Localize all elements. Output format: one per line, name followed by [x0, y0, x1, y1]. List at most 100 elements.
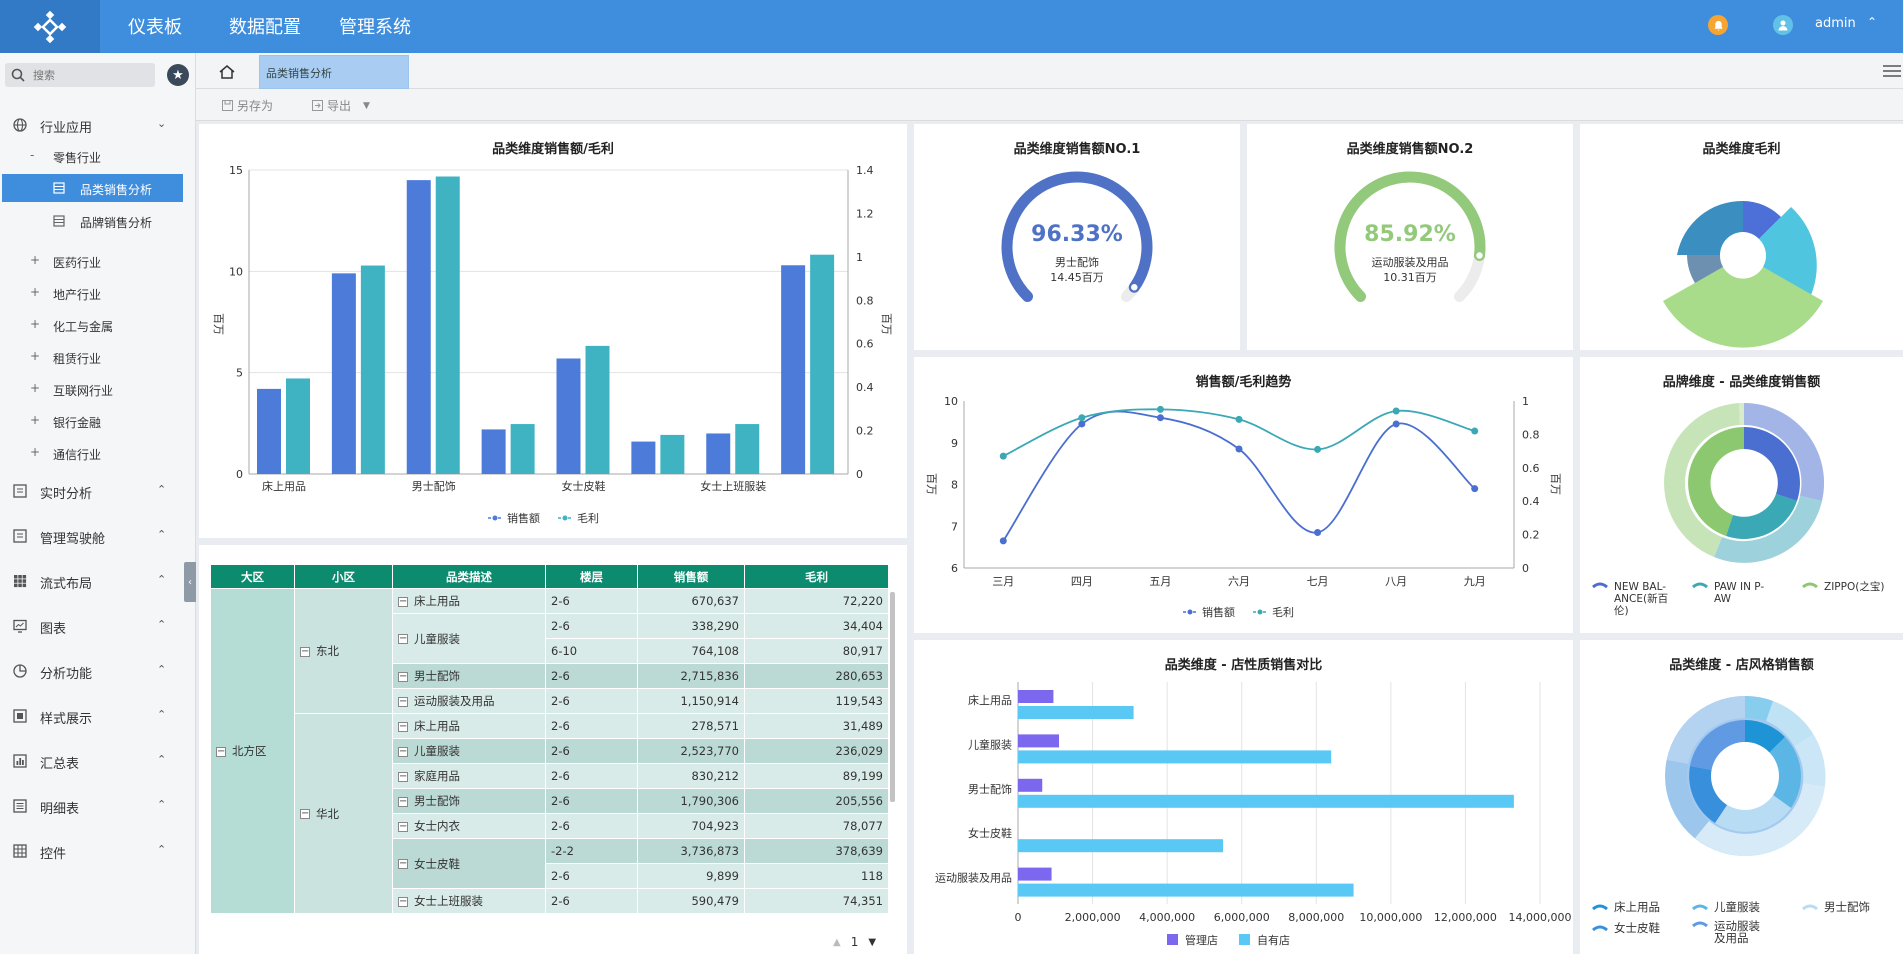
point-sales[interactable]	[1314, 529, 1322, 537]
point-sales[interactable]	[1235, 445, 1243, 453]
legend-item[interactable]: PAW IN P-AW	[1692, 581, 1787, 605]
table-row[interactable]: 6-10 764,108 80,917	[211, 638, 889, 664]
table-row[interactable]: 2-6 9,899 118	[211, 863, 889, 889]
bar-profit[interactable]	[660, 434, 685, 474]
column-header[interactable]: 大区	[210, 564, 295, 589]
category-cell[interactable]: − 床上用品	[392, 713, 546, 739]
sidebar-sub-leasing[interactable]: + 租赁行业	[0, 343, 196, 371]
legend-item[interactable]: 女士皮鞋	[1592, 920, 1660, 936]
column-header[interactable]: 销售额	[637, 564, 745, 589]
point-profit[interactable]	[1471, 427, 1479, 435]
bar-managed-store[interactable]	[1018, 734, 1060, 748]
category-cell[interactable]: − 男士配饰	[392, 788, 546, 814]
column-header[interactable]: 品类描述	[392, 564, 546, 589]
point-profit[interactable]	[1235, 415, 1243, 423]
table-scrollbar[interactable]	[890, 592, 895, 802]
bar-sales[interactable]	[331, 273, 356, 474]
sidebar-sub-medical[interactable]: + 医药行业	[0, 247, 196, 275]
bar-sales[interactable]	[257, 388, 281, 474]
bar-own-store[interactable]	[1018, 706, 1134, 719]
bar-sales[interactable]	[706, 433, 731, 474]
bar-profit[interactable]	[286, 378, 310, 474]
bar-profit[interactable]	[435, 176, 460, 474]
bar-own-store[interactable]	[1018, 750, 1332, 764]
sidebar-item-realtime[interactable]: 实时分析 ⌃	[0, 477, 196, 505]
table-row[interactable]: − 华北 − 床上用品 2-6 278,571 31,489	[211, 713, 889, 914]
region-cell[interactable]: − 北方区	[210, 588, 295, 914]
area-cell[interactable]: − 东北	[294, 588, 393, 714]
sidebar-sub-realestate[interactable]: + 地产行业	[0, 279, 196, 307]
category-cell[interactable]: − 女士上班服装	[392, 888, 546, 914]
sidebar-collapse-handle[interactable]: ‹	[184, 562, 196, 602]
collapse-icon[interactable]: −	[398, 695, 408, 707]
point-sales[interactable]	[1156, 414, 1164, 422]
legend-item[interactable]: 床上用品	[1592, 899, 1660, 915]
collapse-icon[interactable]: −	[398, 745, 408, 757]
bar-sales[interactable]	[556, 358, 581, 474]
column-header[interactable]: 毛利	[744, 564, 889, 589]
sidebar-item-cockpit[interactable]: 管理驾驶舱 ⌃	[0, 522, 196, 550]
table-row[interactable]: − 儿童服装 2-6 338,290 34,404	[211, 613, 889, 664]
point-sales[interactable]	[1078, 420, 1086, 428]
category-cell[interactable]: − 运动服装及用品	[392, 688, 546, 714]
sidebar-sub-internet[interactable]: + 互联网行业	[0, 375, 196, 403]
sidebar-item-industry[interactable]: 行业应用 ⌄	[0, 111, 196, 139]
bar-managed-store[interactable]	[1018, 778, 1043, 792]
home-tab[interactable]	[196, 55, 258, 89]
table-row[interactable]: − 女士上班服装 2-6 590,479 74,351	[211, 888, 889, 914]
category-cell[interactable]: − 床上用品	[392, 588, 546, 614]
category-cell[interactable]: − 男士配饰	[392, 663, 546, 689]
collapse-icon[interactable]: −	[398, 670, 408, 682]
bar-own-store[interactable]	[1018, 794, 1514, 808]
nav-data-config[interactable]: 数据配置	[229, 17, 301, 38]
sidebar-item-charts[interactable]: 图表 ⌃	[0, 612, 196, 640]
category-cell[interactable]: − 家庭用品	[392, 763, 546, 789]
point-profit[interactable]	[1392, 407, 1400, 415]
collapse-icon[interactable]: −	[398, 795, 408, 807]
point-sales[interactable]	[1471, 485, 1479, 493]
sidebar-item-styles[interactable]: 样式展示 ⌃	[0, 702, 196, 730]
sidebar-sub-chemical[interactable]: + 化工与金属	[0, 311, 196, 339]
bar-profit[interactable]	[735, 424, 760, 474]
collapse-icon[interactable]: −	[216, 745, 226, 757]
user-name[interactable]: admin	[1815, 16, 1856, 31]
collapse-icon[interactable]: −	[398, 595, 408, 607]
bar-profit[interactable]	[810, 254, 835, 474]
sidebar-item-analysis[interactable]: 分析功能 ⌃	[0, 657, 196, 685]
bar-own-store[interactable]	[1018, 883, 1354, 897]
sidebar-sub-banking[interactable]: + 银行金融	[0, 407, 196, 435]
collapse-icon[interactable]: −	[300, 808, 310, 819]
table-row[interactable]: − 家庭用品 2-6 830,212 89,199	[211, 763, 889, 789]
table-row[interactable]: − 女士内衣 2-6 704,923 78,077	[211, 813, 889, 839]
point-sales[interactable]	[1392, 420, 1400, 428]
page-number[interactable]: 1	[850, 935, 859, 949]
collapse-icon[interactable]: −	[398, 858, 408, 869]
legend-item[interactable]: 男士配饰	[1802, 899, 1870, 915]
page-next-icon[interactable]: ▼	[868, 936, 877, 948]
sidebar-item-controls[interactable]: 控件 ⌃	[0, 837, 196, 865]
point-profit[interactable]	[999, 452, 1007, 460]
legend-label[interactable]: 管理店	[1185, 933, 1218, 947]
collapse-icon[interactable]: −	[398, 770, 408, 782]
column-header[interactable]: 楼层	[545, 564, 638, 589]
point-profit[interactable]	[1156, 405, 1164, 413]
export-button[interactable]: 导出 ▼	[312, 97, 370, 114]
bar-profit[interactable]	[360, 265, 385, 474]
nav-dashboard[interactable]: 仪表板	[128, 17, 182, 38]
collapse-icon[interactable]: −	[300, 645, 310, 657]
search-input[interactable]	[33, 67, 151, 83]
sidebar-item-summary[interactable]: 汇总表 ⌃	[0, 747, 196, 775]
bar-managed-store[interactable]	[1018, 867, 1052, 881]
sidebar-sub-retail[interactable]: - 零售行业	[0, 142, 196, 170]
nav-admin-system[interactable]: 管理系统	[339, 17, 411, 38]
legend-item[interactable]: ZIPPO(之宝)	[1802, 581, 1902, 593]
point-sales[interactable]	[999, 537, 1007, 545]
app-logo[interactable]	[0, 0, 100, 53]
collapse-icon[interactable]: −	[398, 633, 408, 644]
bar-sales[interactable]	[631, 441, 656, 474]
legend-label[interactable]: 毛利	[577, 512, 599, 525]
collapse-icon[interactable]: −	[398, 895, 408, 907]
legend-item[interactable]: 儿童服装	[1692, 899, 1760, 915]
category-cell[interactable]: − 女士皮鞋	[392, 838, 546, 889]
bar-own-store[interactable]	[1018, 839, 1224, 853]
